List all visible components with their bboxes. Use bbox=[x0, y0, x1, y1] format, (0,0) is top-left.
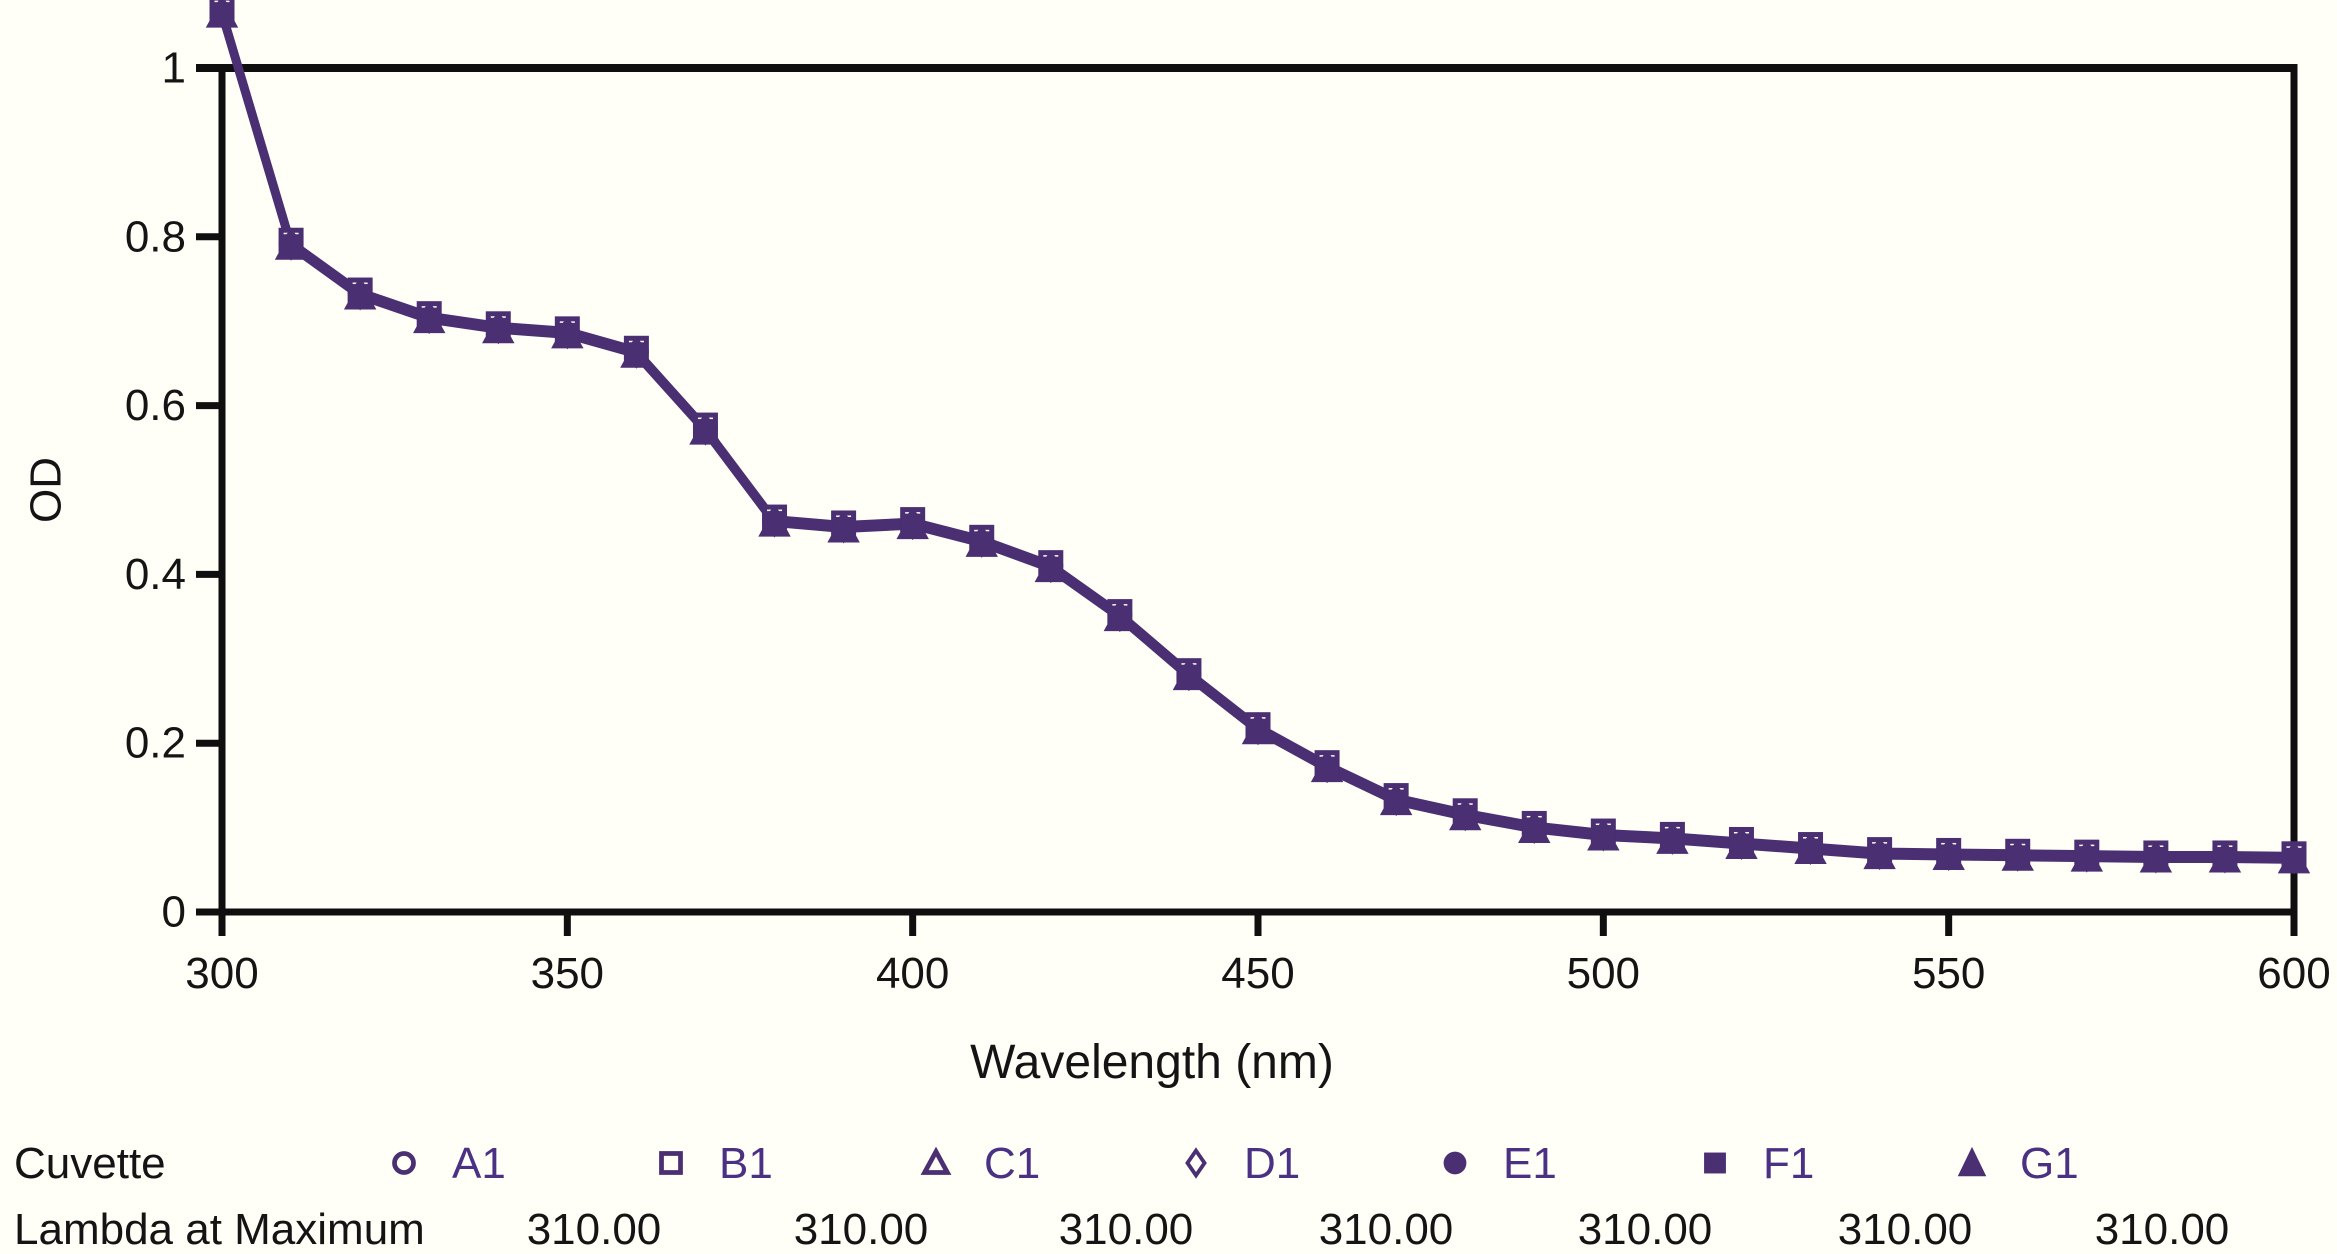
filled-triangle-marker bbox=[1104, 599, 1135, 631]
axes bbox=[196, 64, 2298, 936]
filled-triangle-marker bbox=[276, 228, 307, 260]
x-tick-label: 550 bbox=[1912, 949, 1985, 998]
filled-triangle-marker bbox=[483, 311, 514, 343]
x-tick-label: 400 bbox=[876, 949, 949, 998]
filled-square-marker bbox=[1704, 1152, 1726, 1174]
x-tick-label: 600 bbox=[2257, 949, 2330, 998]
legend-series-name: A1 bbox=[452, 1139, 506, 1188]
filled-triangle-marker bbox=[1726, 827, 1757, 859]
legend-item-B1: B1 310.00 bbox=[659, 1139, 929, 1254]
legend-item-G1: G1 310.00 bbox=[1957, 1139, 2230, 1254]
legend-series-name: F1 bbox=[1763, 1139, 1814, 1188]
filled-triangle-marker bbox=[207, 0, 237, 28]
legend-item-F1: F1 310.00 bbox=[1704, 1139, 1972, 1254]
filled-triangle-marker bbox=[1450, 798, 1481, 830]
filled-triangle-marker bbox=[414, 301, 445, 333]
filled-triangle-marker bbox=[1381, 783, 1412, 815]
x-tick-label: 500 bbox=[1567, 949, 1640, 998]
lambda-at-maximum-value: 310.00 bbox=[1838, 1205, 1973, 1254]
y-axis-title: OD bbox=[22, 457, 71, 523]
lambda-at-maximum-value: 310.00 bbox=[2095, 1205, 2230, 1254]
filled-triangle-marker bbox=[690, 413, 721, 445]
filled-triangle-marker bbox=[759, 505, 790, 537]
filled-triangle-marker bbox=[1035, 550, 1066, 582]
filled-triangle-marker bbox=[621, 336, 652, 368]
filled-triangle-marker bbox=[2140, 840, 2171, 872]
legend-item-C1: C1 310.00 bbox=[920, 1139, 1194, 1254]
open-circle-marker bbox=[392, 1151, 416, 1175]
series-markers-G1 bbox=[207, 0, 2309, 873]
series-layer bbox=[205, 0, 2311, 875]
filled-triangle-marker bbox=[552, 316, 583, 348]
legend: Cuvette Lambda at Maximum A1 310.00 B1 310.… bbox=[14, 1139, 2229, 1254]
filled-triangle-marker bbox=[1312, 750, 1343, 782]
y-tick-label: 0.8 bbox=[125, 212, 186, 261]
x-axis-title: Wavelength (nm) bbox=[970, 1036, 1334, 1089]
legend-item-A1: A1 310.00 bbox=[392, 1139, 662, 1254]
legend-item-D1: D1 310.00 bbox=[1185, 1139, 1454, 1254]
filled-triangle-marker bbox=[2279, 841, 2309, 873]
legend-items: A1 310.00 B1 310.00 C1 310.00 D1 310.00 E1 310.00… bbox=[392, 1139, 2230, 1254]
x-tick-label: 450 bbox=[1221, 949, 1294, 998]
filled-triangle-marker bbox=[828, 510, 859, 542]
legend-lambda-label: Lambda at Maximum bbox=[14, 1205, 425, 1254]
legend-series-name: E1 bbox=[1503, 1139, 1557, 1188]
filled-triangle-marker bbox=[1795, 832, 1826, 864]
legend-item-E1: E1 310.00 bbox=[1443, 1139, 1713, 1254]
y-tick-label: 0.6 bbox=[125, 381, 186, 430]
lambda-at-maximum-value: 310.00 bbox=[1319, 1205, 1454, 1254]
filled-triangle-marker bbox=[2002, 839, 2033, 871]
filled-triangle-marker bbox=[2209, 840, 2240, 872]
open-diamond-marker bbox=[1185, 1147, 1207, 1179]
legend-series-name: B1 bbox=[719, 1139, 773, 1188]
lambda-at-maximum-value: 310.00 bbox=[794, 1205, 929, 1254]
legend-series-name: G1 bbox=[2020, 1139, 2079, 1188]
open-triangle-marker bbox=[920, 1146, 952, 1175]
lambda-at-maximum-value: 310.00 bbox=[1059, 1205, 1194, 1254]
y-tick-label: 0.4 bbox=[125, 550, 186, 599]
filled-circle-marker bbox=[1443, 1151, 1467, 1175]
tick-labels: 1 0.8 0.6 0.4 0.2 0 300 350 400 450 500 550 600 bbox=[125, 44, 2331, 999]
filled-triangle-marker bbox=[966, 525, 997, 557]
lambda-at-maximum-value: 310.00 bbox=[527, 1205, 662, 1254]
open-square-marker bbox=[659, 1151, 683, 1175]
legend-series-name: C1 bbox=[984, 1139, 1040, 1188]
x-tick-label: 350 bbox=[531, 949, 604, 998]
filled-triangle-marker bbox=[1243, 712, 1273, 744]
legend-cuvette-label: Cuvette bbox=[14, 1139, 166, 1188]
lambda-at-maximum-value: 310.00 bbox=[1578, 1205, 1713, 1254]
filled-triangle-marker bbox=[1519, 811, 1550, 843]
filled-triangle-marker bbox=[1588, 819, 1619, 851]
y-tick-label: 0 bbox=[162, 888, 186, 937]
y-tick-label: 1 bbox=[162, 44, 186, 93]
y-tick-label: 0.2 bbox=[125, 719, 186, 768]
filled-triangle-marker bbox=[345, 278, 376, 310]
filled-triangle-marker bbox=[1173, 658, 1204, 690]
legend-series-name: D1 bbox=[1244, 1139, 1300, 1188]
filled-triangle-marker bbox=[897, 507, 928, 539]
filled-triangle-marker bbox=[2071, 840, 2102, 872]
filled-triangle-marker bbox=[1657, 822, 1688, 854]
filled-triangle-marker bbox=[1957, 1146, 1987, 1177]
x-tick-label: 300 bbox=[185, 949, 258, 998]
filled-triangle-marker bbox=[1864, 837, 1895, 869]
filled-triangle-marker bbox=[1933, 838, 1964, 870]
